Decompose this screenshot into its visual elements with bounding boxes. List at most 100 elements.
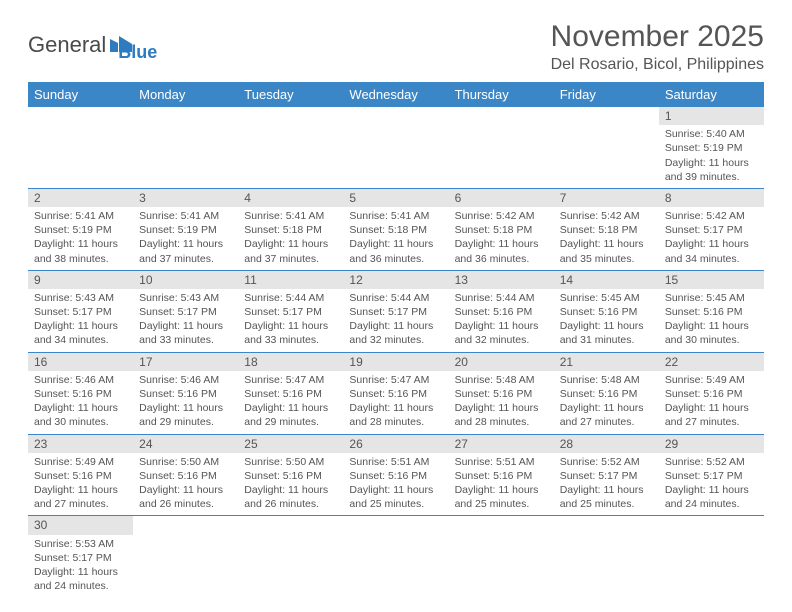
sunrise-line: Sunrise: 5:52 AM	[665, 455, 758, 469]
daylight-line: Daylight: 11 hours and 31 minutes.	[560, 319, 653, 347]
calendar-day: 5Sunrise: 5:41 AMSunset: 5:18 PMDaylight…	[343, 188, 448, 270]
calendar-empty	[449, 516, 554, 597]
day-content: Sunrise: 5:51 AMSunset: 5:16 PMDaylight:…	[449, 453, 554, 516]
sunrise-line: Sunrise: 5:42 AM	[455, 209, 548, 223]
sunset-line: Sunset: 5:16 PM	[34, 387, 127, 401]
calendar-day: 2Sunrise: 5:41 AMSunset: 5:19 PMDaylight…	[28, 188, 133, 270]
weekday-header: Sunday	[28, 82, 133, 107]
day-content: Sunrise: 5:47 AMSunset: 5:16 PMDaylight:…	[343, 371, 448, 434]
day-number: 20	[449, 353, 554, 371]
daylight-line: Daylight: 11 hours and 39 minutes.	[665, 156, 758, 184]
daylight-line: Daylight: 11 hours and 36 minutes.	[455, 237, 548, 265]
day-number: 9	[28, 271, 133, 289]
sunrise-line: Sunrise: 5:50 AM	[244, 455, 337, 469]
day-content: Sunrise: 5:42 AMSunset: 5:18 PMDaylight:…	[554, 207, 659, 270]
sunrise-line: Sunrise: 5:46 AM	[139, 373, 232, 387]
sunset-line: Sunset: 5:17 PM	[139, 305, 232, 319]
day-number: 26	[343, 435, 448, 453]
daylight-line: Daylight: 11 hours and 25 minutes.	[455, 483, 548, 511]
sunrise-line: Sunrise: 5:42 AM	[560, 209, 653, 223]
day-content: Sunrise: 5:42 AMSunset: 5:18 PMDaylight:…	[449, 207, 554, 270]
calendar-empty	[554, 107, 659, 188]
daylight-line: Daylight: 11 hours and 37 minutes.	[139, 237, 232, 265]
calendar-empty	[133, 107, 238, 188]
daylight-line: Daylight: 11 hours and 27 minutes.	[34, 483, 127, 511]
day-number: 27	[449, 435, 554, 453]
calendar-day: 24Sunrise: 5:50 AMSunset: 5:16 PMDayligh…	[133, 434, 238, 516]
daylight-line: Daylight: 11 hours and 34 minutes.	[665, 237, 758, 265]
sunset-line: Sunset: 5:16 PM	[665, 387, 758, 401]
calendar-empty	[133, 516, 238, 597]
calendar-day: 11Sunrise: 5:44 AMSunset: 5:17 PMDayligh…	[238, 270, 343, 352]
daylight-line: Daylight: 11 hours and 26 minutes.	[139, 483, 232, 511]
day-number: 24	[133, 435, 238, 453]
daylight-line: Daylight: 11 hours and 36 minutes.	[349, 237, 442, 265]
day-number: 19	[343, 353, 448, 371]
sunset-line: Sunset: 5:18 PM	[349, 223, 442, 237]
calendar-day: 1Sunrise: 5:40 AMSunset: 5:19 PMDaylight…	[659, 107, 764, 188]
weekday-header: Monday	[133, 82, 238, 107]
day-content: Sunrise: 5:44 AMSunset: 5:17 PMDaylight:…	[238, 289, 343, 352]
day-number: 5	[343, 189, 448, 207]
daylight-line: Daylight: 11 hours and 24 minutes.	[34, 565, 127, 593]
day-number: 17	[133, 353, 238, 371]
day-number: 23	[28, 435, 133, 453]
sunrise-line: Sunrise: 5:48 AM	[455, 373, 548, 387]
daylight-line: Daylight: 11 hours and 30 minutes.	[34, 401, 127, 429]
sunrise-line: Sunrise: 5:51 AM	[349, 455, 442, 469]
calendar-empty	[238, 516, 343, 597]
day-content: Sunrise: 5:52 AMSunset: 5:17 PMDaylight:…	[659, 453, 764, 516]
calendar-empty	[554, 516, 659, 597]
weekday-header: Tuesday	[238, 82, 343, 107]
day-content: Sunrise: 5:43 AMSunset: 5:17 PMDaylight:…	[28, 289, 133, 352]
day-content: Sunrise: 5:52 AMSunset: 5:17 PMDaylight:…	[554, 453, 659, 516]
calendar-day: 17Sunrise: 5:46 AMSunset: 5:16 PMDayligh…	[133, 352, 238, 434]
sunrise-line: Sunrise: 5:42 AM	[665, 209, 758, 223]
sunrise-line: Sunrise: 5:49 AM	[665, 373, 758, 387]
daylight-line: Daylight: 11 hours and 27 minutes.	[665, 401, 758, 429]
calendar-empty	[28, 107, 133, 188]
sunrise-line: Sunrise: 5:47 AM	[244, 373, 337, 387]
day-number: 21	[554, 353, 659, 371]
calendar-day: 22Sunrise: 5:49 AMSunset: 5:16 PMDayligh…	[659, 352, 764, 434]
sunset-line: Sunset: 5:16 PM	[455, 305, 548, 319]
day-content: Sunrise: 5:41 AMSunset: 5:19 PMDaylight:…	[28, 207, 133, 270]
calendar-row: 1Sunrise: 5:40 AMSunset: 5:19 PMDaylight…	[28, 107, 764, 188]
sunset-line: Sunset: 5:17 PM	[34, 305, 127, 319]
daylight-line: Daylight: 11 hours and 38 minutes.	[34, 237, 127, 265]
sunset-line: Sunset: 5:16 PM	[349, 469, 442, 483]
calendar-day: 29Sunrise: 5:52 AMSunset: 5:17 PMDayligh…	[659, 434, 764, 516]
day-number: 16	[28, 353, 133, 371]
day-number: 2	[28, 189, 133, 207]
sunset-line: Sunset: 5:16 PM	[244, 469, 337, 483]
day-content: Sunrise: 5:53 AMSunset: 5:17 PMDaylight:…	[28, 535, 133, 598]
header: General Blue November 2025 Del Rosario, …	[28, 20, 764, 74]
calendar-day: 13Sunrise: 5:44 AMSunset: 5:16 PMDayligh…	[449, 270, 554, 352]
day-content: Sunrise: 5:49 AMSunset: 5:16 PMDaylight:…	[659, 371, 764, 434]
day-content: Sunrise: 5:51 AMSunset: 5:16 PMDaylight:…	[343, 453, 448, 516]
day-number: 28	[554, 435, 659, 453]
sunset-line: Sunset: 5:19 PM	[139, 223, 232, 237]
calendar-day: 27Sunrise: 5:51 AMSunset: 5:16 PMDayligh…	[449, 434, 554, 516]
daylight-line: Daylight: 11 hours and 24 minutes.	[665, 483, 758, 511]
sunrise-line: Sunrise: 5:45 AM	[665, 291, 758, 305]
calendar-day: 10Sunrise: 5:43 AMSunset: 5:17 PMDayligh…	[133, 270, 238, 352]
day-content: Sunrise: 5:42 AMSunset: 5:17 PMDaylight:…	[659, 207, 764, 270]
weekday-row: SundayMondayTuesdayWednesdayThursdayFrid…	[28, 82, 764, 107]
month-title: November 2025	[551, 20, 764, 54]
daylight-line: Daylight: 11 hours and 26 minutes.	[244, 483, 337, 511]
logo-text-2: Blue	[118, 42, 157, 63]
sunset-line: Sunset: 5:16 PM	[455, 469, 548, 483]
calendar-body: 1Sunrise: 5:40 AMSunset: 5:19 PMDaylight…	[28, 107, 764, 597]
calendar-day: 8Sunrise: 5:42 AMSunset: 5:17 PMDaylight…	[659, 188, 764, 270]
day-content: Sunrise: 5:48 AMSunset: 5:16 PMDaylight:…	[449, 371, 554, 434]
calendar-day: 30Sunrise: 5:53 AMSunset: 5:17 PMDayligh…	[28, 516, 133, 597]
sunset-line: Sunset: 5:17 PM	[34, 551, 127, 565]
daylight-line: Daylight: 11 hours and 28 minutes.	[455, 401, 548, 429]
daylight-line: Daylight: 11 hours and 25 minutes.	[560, 483, 653, 511]
sunset-line: Sunset: 5:16 PM	[244, 387, 337, 401]
calendar-day: 28Sunrise: 5:52 AMSunset: 5:17 PMDayligh…	[554, 434, 659, 516]
logo-text-1: General	[28, 32, 106, 58]
calendar-row: 16Sunrise: 5:46 AMSunset: 5:16 PMDayligh…	[28, 352, 764, 434]
daylight-line: Daylight: 11 hours and 32 minutes.	[349, 319, 442, 347]
